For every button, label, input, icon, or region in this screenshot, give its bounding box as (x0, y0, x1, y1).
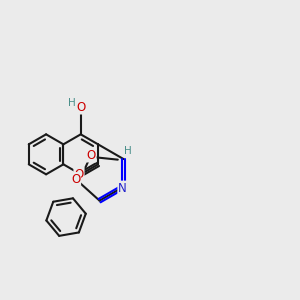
Text: O: O (76, 100, 85, 114)
Text: N: N (118, 182, 127, 195)
Text: H: H (124, 146, 132, 156)
Text: O: O (86, 148, 96, 161)
Text: O: O (71, 173, 80, 186)
Text: H: H (68, 98, 76, 108)
Text: O: O (74, 168, 84, 181)
Text: N: N (120, 182, 129, 195)
